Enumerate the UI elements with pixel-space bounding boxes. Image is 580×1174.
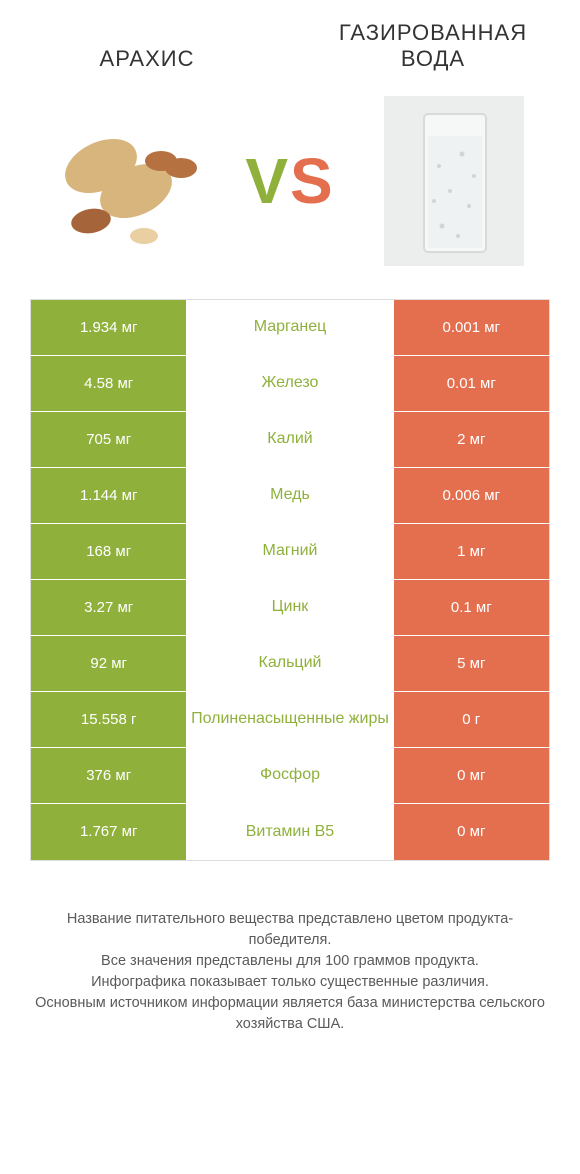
left-value: 1.934 мг (31, 300, 186, 355)
sparkling-water-icon (384, 96, 524, 266)
nutrient-name: Магний (186, 524, 393, 579)
table-row: 3.27 мг Цинк 0.1 мг (31, 580, 549, 636)
left-value: 1.144 мг (31, 468, 186, 523)
right-value: 0 мг (394, 748, 549, 803)
right-value: 0.01 мг (394, 356, 549, 411)
left-value: 92 мг (31, 636, 186, 691)
table-row: 92 мг Кальций 5 мг (31, 636, 549, 692)
table-row: 168 мг Магний 1 мг (31, 524, 549, 580)
hero-row: VS (30, 91, 550, 271)
right-product-image (364, 91, 544, 271)
vs-letter-v: V (245, 145, 290, 217)
nutrient-name: Калий (186, 412, 393, 467)
left-value: 168 мг (31, 524, 186, 579)
right-value: 2 мг (394, 412, 549, 467)
nutrient-name: Кальций (186, 636, 393, 691)
footnote: Название питательного вещества представл… (30, 909, 550, 1035)
nutrient-name: Марганец (186, 300, 393, 355)
vs-label: VS (245, 144, 334, 218)
right-value: 1 мг (394, 524, 549, 579)
titles-row: АРАХИС ГАЗИРОВАННАЯ ВОДА (30, 20, 550, 73)
table-row: 1.934 мг Марганец 0.001 мг (31, 300, 549, 356)
footnote-line: Название питательного вещества представл… (30, 909, 550, 951)
table-row: 15.558 г Полиненасыщенные жиры 0 г (31, 692, 549, 748)
nutrient-table: 1.934 мг Марганец 0.001 мг 4.58 мг Желез… (30, 299, 550, 861)
left-title: АРАХИС (30, 46, 264, 72)
nutrient-name: Медь (186, 468, 393, 523)
right-value: 0.1 мг (394, 580, 549, 635)
nutrient-name: Полиненасыщенные жиры (186, 692, 393, 747)
table-row: 376 мг Фосфор 0 мг (31, 748, 549, 804)
right-value: 0.001 мг (394, 300, 549, 355)
right-value: 5 мг (394, 636, 549, 691)
left-value: 705 мг (31, 412, 186, 467)
left-value: 4.58 мг (31, 356, 186, 411)
footnote-line: Инфографика показывает только существенн… (30, 972, 550, 993)
right-value: 0 г (394, 692, 549, 747)
peanut-icon (46, 106, 206, 256)
right-value: 0.006 мг (394, 468, 549, 523)
left-value: 3.27 мг (31, 580, 186, 635)
nutrient-name: Фосфор (186, 748, 393, 803)
vs-letter-s: S (290, 145, 335, 217)
table-row: 4.58 мг Железо 0.01 мг (31, 356, 549, 412)
nutrient-name: Цинк (186, 580, 393, 635)
right-title: ГАЗИРОВАННАЯ ВОДА (316, 20, 550, 73)
nutrient-name: Железо (186, 356, 393, 411)
right-value: 0 мг (394, 804, 549, 860)
left-value: 376 мг (31, 748, 186, 803)
footnote-line: Основным источником информации является … (30, 993, 550, 1035)
left-value: 15.558 г (31, 692, 186, 747)
table-row: 1.767 мг Витамин B5 0 мг (31, 804, 549, 860)
nutrient-name: Витамин B5 (186, 804, 393, 860)
left-value: 1.767 мг (31, 804, 186, 860)
left-product-image (36, 91, 216, 271)
footnote-line: Все значения представлены для 100 граммо… (30, 951, 550, 972)
table-row: 1.144 мг Медь 0.006 мг (31, 468, 549, 524)
table-row: 705 мг Калий 2 мг (31, 412, 549, 468)
